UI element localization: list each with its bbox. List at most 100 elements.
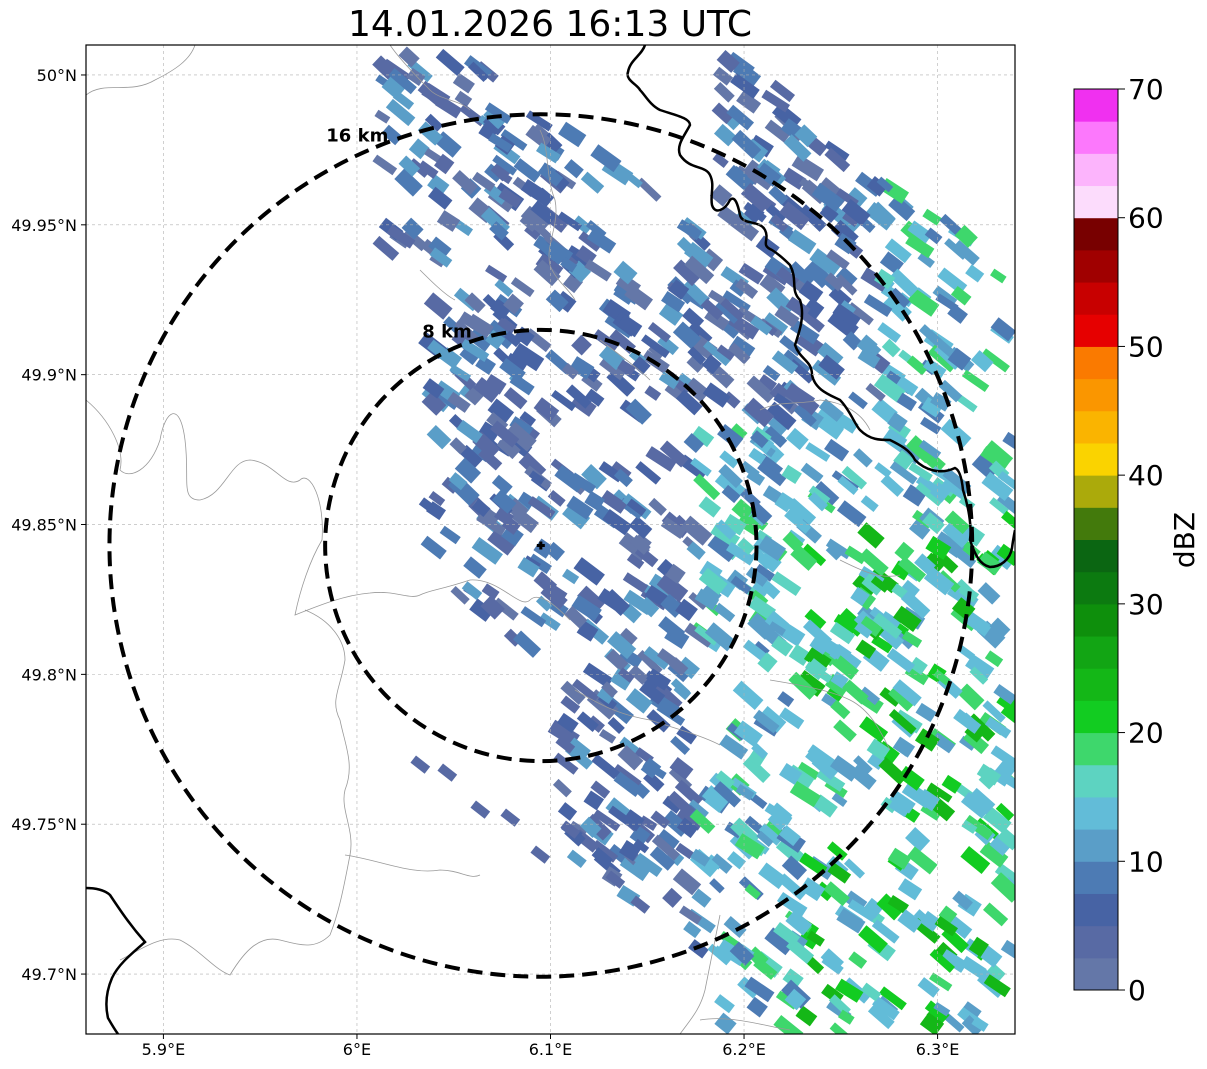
echo-cell (905, 827, 931, 852)
echo-cell (656, 573, 689, 603)
echo-cell (613, 771, 643, 797)
colorbar-tick-label: 40 (1128, 459, 1164, 492)
echo-cell (779, 762, 803, 785)
colorbar-ticks: 0 10 20 30 40 50 60 70 (1118, 73, 1164, 1007)
municipal-borders (86, 45, 901, 1034)
echo-cell (484, 102, 512, 124)
echo-cell (528, 470, 545, 485)
echo-cell (730, 817, 760, 847)
echo-cell (499, 357, 526, 383)
echo-cell (808, 485, 831, 505)
echo-cell (480, 595, 505, 620)
echo-cell (771, 571, 802, 596)
echo-cell (865, 383, 886, 402)
echo-cell (427, 174, 450, 196)
echo-cell (866, 738, 891, 761)
echo-cell (489, 221, 509, 241)
echo-cell (842, 679, 869, 705)
colorbar-frame (1073, 88, 1119, 991)
echo-cell (888, 709, 917, 735)
echo-cell (859, 615, 883, 637)
echo-cell (517, 557, 540, 578)
echo-cell (785, 909, 813, 936)
echo-cell (879, 251, 904, 275)
echo-cell (806, 930, 825, 947)
echo-cell (924, 227, 943, 245)
echo-cell (915, 702, 937, 723)
echo-cell (711, 102, 734, 125)
echo-cell (470, 800, 491, 819)
echo-cell (407, 59, 433, 83)
echo-cell (749, 168, 774, 191)
echo-cell (889, 461, 918, 485)
x-axis-ticks: 5.9°E 6°E 6.1°E 6.2°E 6.3°E (142, 1034, 959, 1059)
echo-cell (819, 204, 839, 223)
echo-cell (857, 347, 881, 369)
echo-cell (694, 588, 720, 611)
echo-cell (926, 1003, 950, 1027)
colorbar-swatch (1074, 185, 1118, 219)
echo-cell (874, 268, 896, 290)
echo-cell (646, 709, 671, 733)
y-tick-label: 49.9°N (21, 366, 77, 385)
echo-cell (714, 299, 741, 324)
echo-cell (452, 170, 478, 195)
colorbar-swatch (1074, 893, 1118, 927)
echo-cell (560, 820, 581, 839)
echo-cell (784, 988, 807, 1011)
echo-cell (420, 535, 447, 560)
colorbar-tick-label: 10 (1128, 845, 1164, 878)
echo-cell (721, 484, 741, 504)
echo-cell (799, 852, 828, 877)
echo-cell (824, 272, 845, 292)
echo-cell (750, 315, 773, 336)
echo-cell (881, 338, 901, 358)
echo-cell (584, 491, 606, 511)
echo-cell (906, 355, 928, 376)
echo-cell (560, 695, 581, 714)
echo-cell (908, 462, 933, 482)
echo-cell (538, 612, 561, 632)
echo-cell (879, 687, 902, 707)
echo-cell (683, 241, 714, 270)
echo-cell (617, 314, 643, 338)
echo-cell (799, 877, 826, 902)
colorbar-swatch (1074, 571, 1118, 605)
echo-cell (583, 790, 605, 811)
echo-cell (989, 497, 1009, 515)
echo-cell (967, 787, 996, 815)
echo-cell (513, 158, 541, 183)
echo-cell (591, 753, 620, 780)
echo-cell (914, 553, 936, 575)
echo-cell (704, 792, 727, 813)
echo-cell (731, 129, 762, 159)
echo-cell (651, 834, 680, 861)
echo-cell (927, 782, 953, 803)
echo-cell (920, 416, 942, 435)
echo-cell (783, 134, 812, 162)
echo-cell (889, 287, 911, 308)
echo-cell (734, 833, 765, 860)
echo-cell (605, 870, 626, 889)
echo-cell (982, 700, 1006, 723)
echo-cell (635, 461, 662, 485)
echo-cell (562, 502, 591, 530)
echo-cell (454, 90, 473, 108)
echo-cell (558, 121, 587, 148)
echo-cell (930, 334, 956, 359)
echo-cell (914, 728, 940, 752)
echo-cell (673, 259, 701, 287)
echo-cell (756, 374, 777, 394)
echo-cell (447, 391, 471, 413)
echo-cell (672, 321, 702, 350)
echo-cell (923, 566, 955, 596)
echo-cell (639, 680, 666, 705)
range-ring-8km (323, 327, 759, 764)
echo-cell (394, 168, 423, 197)
echo-cell (466, 313, 494, 338)
echo-cell (537, 162, 564, 187)
echo-cell (963, 1001, 982, 1018)
echo-cell (633, 838, 650, 854)
echo-cell (498, 187, 523, 209)
echo-cell (979, 841, 1009, 868)
